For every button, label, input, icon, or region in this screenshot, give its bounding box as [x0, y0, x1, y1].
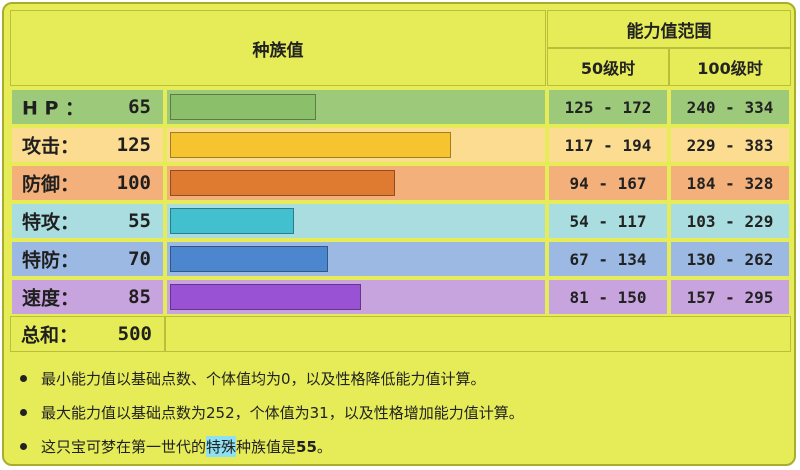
stat-lv100-range: 240 - 334	[686, 97, 774, 117]
lv50-header: 50级时	[547, 48, 669, 86]
stat-lv100-cell: 229 - 383	[669, 126, 791, 164]
stat-bar	[170, 208, 294, 234]
stat-label-cell: 防御： 100	[10, 164, 165, 202]
range-header: 能力值范围	[547, 10, 791, 48]
stat-label-cell: H P ： 65	[10, 88, 165, 126]
bullet-icon	[20, 443, 27, 450]
stat-label-cell: 特防： 70	[10, 240, 165, 278]
base-stats-header-label: 种族值	[252, 40, 304, 61]
stat-lv100-range: 229 - 383	[686, 135, 774, 155]
stat-lv50-cell: 54 - 117	[547, 202, 669, 240]
stat-lv50-range: 81 - 150	[569, 287, 647, 307]
total-value: 500	[117, 323, 152, 345]
stat-lv50-range: 125 - 172	[564, 97, 652, 117]
lv100-header-label: 100级时	[697, 59, 763, 78]
stat-bar-cell	[165, 126, 547, 164]
stat-label-cell: 速度： 85	[10, 278, 165, 316]
notes-section: 最小能力值以基础点数、个体值均为0，以及性格降低能力值计算。 最大能力值以基础点…	[12, 356, 790, 460]
stat-lv100-range: 184 - 328	[686, 173, 774, 193]
stat-lv50-cell: 117 - 194	[547, 126, 669, 164]
stat-label-cell: 攻击： 125	[10, 126, 165, 164]
total-row-label-cell: 总和： 500	[10, 316, 165, 352]
stat-lv50-range: 117 - 194	[564, 135, 652, 155]
stat-label: 特攻：	[22, 211, 80, 234]
stat-bar-cell	[165, 202, 547, 240]
total-label: 总和：	[21, 324, 79, 347]
stat-label: 特防：	[22, 249, 80, 272]
note-item: 这只宝可梦在第一世代的 特殊 种族值是 55。	[20, 436, 332, 457]
stats-card: 种族值 能力值范围 50级时 100级时 H P ： 65 125 - 172 240…	[2, 2, 796, 466]
note-gen1-end: 。	[316, 438, 332, 456]
range-header-label: 能力值范围	[626, 21, 712, 42]
stat-lv50-range: 54 - 117	[569, 211, 647, 231]
note-gen1-mid: 种族值是	[236, 438, 297, 456]
stat-bar	[170, 284, 361, 310]
stat-lv50-cell: 94 - 167	[547, 164, 669, 202]
stat-lv100-range: 157 - 295	[686, 287, 774, 307]
stat-lv50-cell: 125 - 172	[547, 88, 669, 126]
stat-value: 125	[116, 134, 151, 156]
stat-bar	[170, 94, 316, 120]
stat-lv100-cell: 157 - 295	[669, 278, 791, 316]
stat-bar-cell	[165, 164, 547, 202]
note-max-text: 最大能力值以基础点数为252，个体值为31，以及性格增加能力值计算。	[41, 404, 524, 422]
stat-value: 55	[128, 210, 151, 232]
note-item: 最大能力值以基础点数为252，个体值为31，以及性格增加能力值计算。	[20, 402, 524, 423]
stat-label: 攻击：	[22, 135, 80, 158]
stat-lv50-cell: 67 - 134	[547, 240, 669, 278]
stat-bar-cell	[165, 88, 547, 126]
stat-bar	[170, 132, 451, 158]
stat-lv100-cell: 184 - 328	[669, 164, 791, 202]
stat-label: H P ：	[22, 97, 85, 120]
stat-bar	[170, 170, 395, 196]
note-gen1-value: 55	[296, 437, 317, 456]
base-stats-header: 种族值	[10, 10, 546, 86]
bullet-icon	[20, 409, 27, 416]
note-gen1-link[interactable]: 特殊	[206, 436, 237, 457]
stat-value: 70	[128, 248, 151, 270]
stat-lv100-cell: 240 - 334	[669, 88, 791, 126]
stat-lv100-cell: 103 - 229	[669, 202, 791, 240]
stat-bar	[170, 246, 328, 272]
lv50-header-label: 50级时	[580, 59, 636, 78]
stat-lv100-range: 130 - 262	[686, 249, 774, 269]
lv100-header: 100级时	[669, 48, 791, 86]
stat-lv100-range: 103 - 229	[686, 211, 774, 231]
stat-bar-cell	[165, 240, 547, 278]
stat-value: 65	[128, 96, 151, 118]
stat-label: 防御：	[22, 173, 80, 196]
note-item: 最小能力值以基础点数、个体值均为0，以及性格降低能力值计算。	[20, 368, 486, 389]
stat-lv50-range: 94 - 167	[569, 173, 647, 193]
total-row-filler	[165, 316, 791, 352]
stat-value: 85	[128, 286, 151, 308]
stat-label-cell: 特攻： 55	[10, 202, 165, 240]
bullet-icon	[20, 375, 27, 382]
stat-lv50-range: 67 - 134	[569, 249, 647, 269]
stat-bar-cell	[165, 278, 547, 316]
stat-lv100-cell: 130 - 262	[669, 240, 791, 278]
stat-label: 速度：	[22, 287, 80, 310]
note-min-text: 最小能力值以基础点数、个体值均为0，以及性格降低能力值计算。	[41, 370, 486, 388]
stat-value: 100	[116, 172, 151, 194]
stat-lv50-cell: 81 - 150	[547, 278, 669, 316]
note-gen1-pre: 这只宝可梦在第一世代的	[41, 438, 207, 456]
